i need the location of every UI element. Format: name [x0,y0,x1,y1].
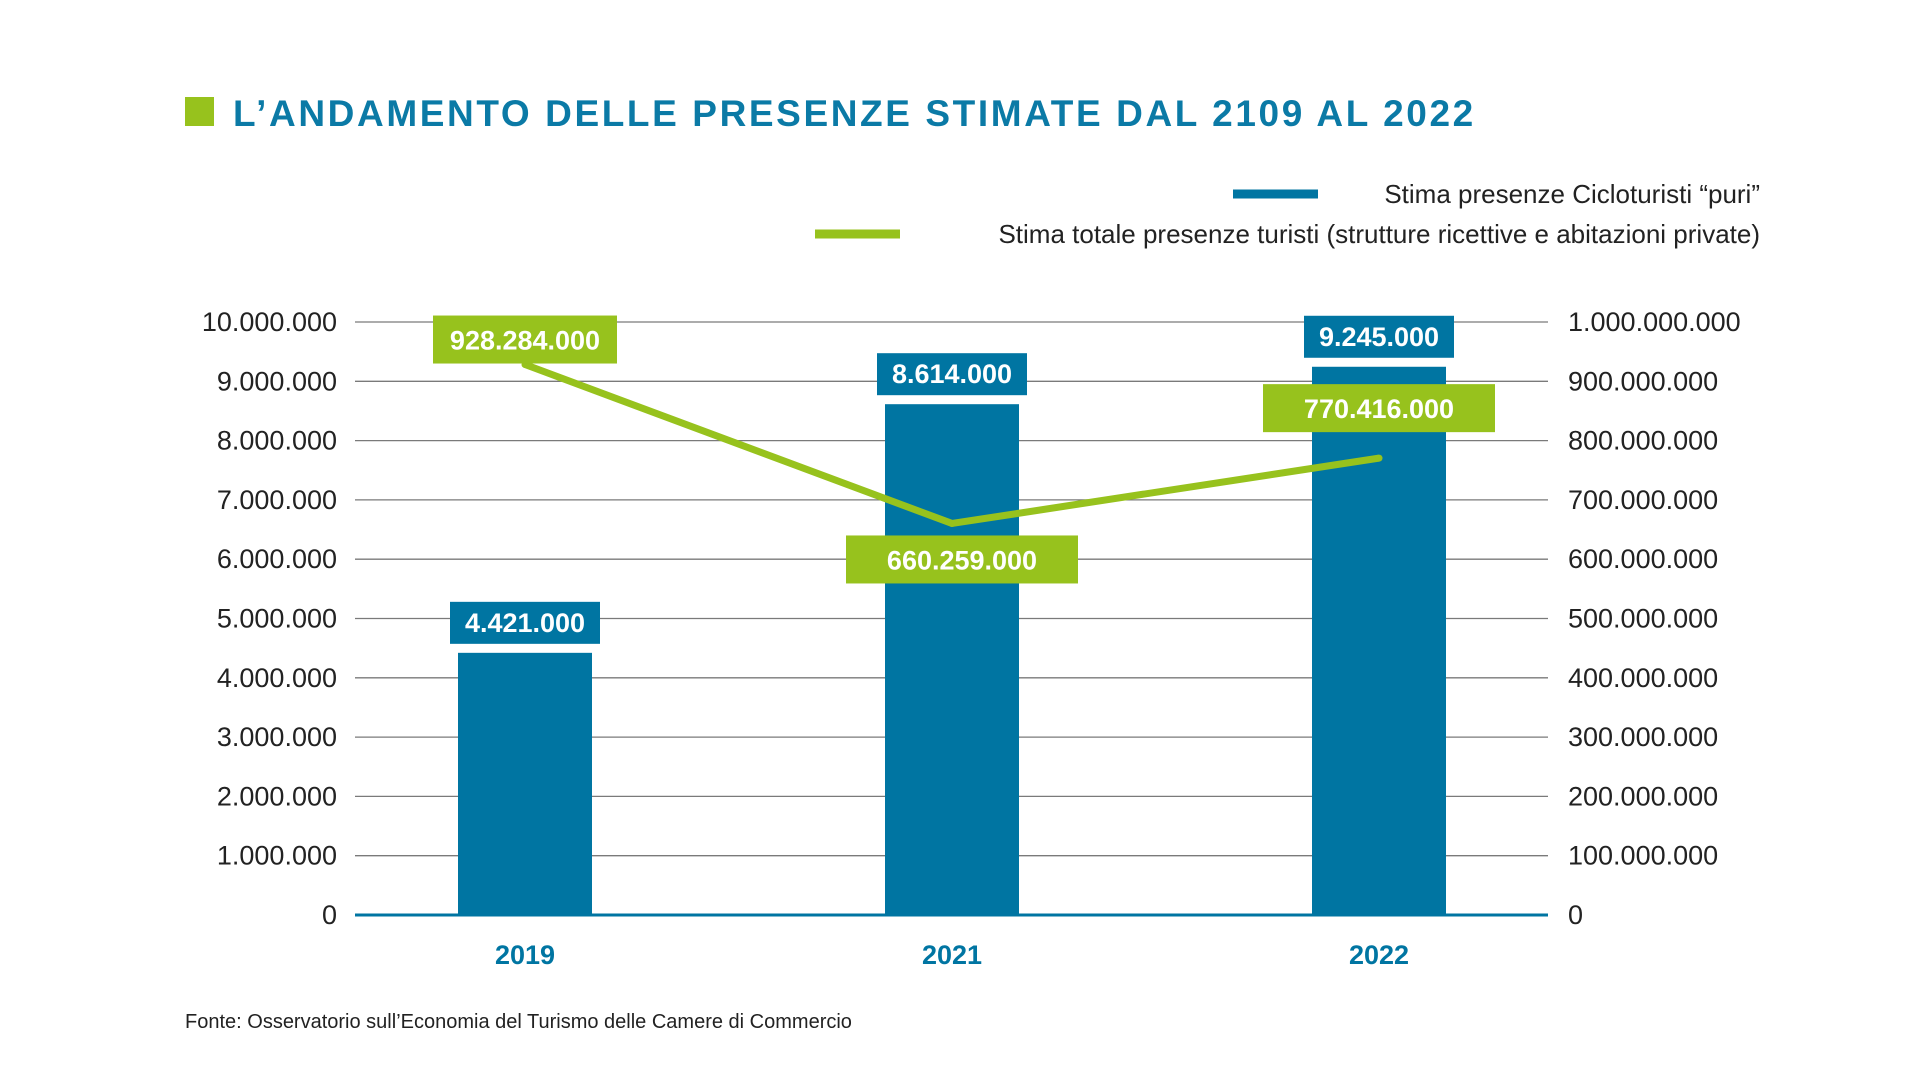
left-tick-label: 5.000.000 [217,604,337,634]
bar-value-label-box [1304,315,1454,358]
bar-series [458,366,1446,916]
right-tick-label: 300.000.000 [1568,722,1718,752]
right-tick-label: 200.000.000 [1568,781,1718,811]
left-tick-label: 1.000.000 [217,841,337,871]
bar-value-label: 9.245.000 [1319,322,1439,352]
chart-title: L’ANDAMENTO DELLE PRESENZE STIMATE DAL 2… [233,93,1476,134]
left-tick-label: 7.000.000 [217,485,337,515]
line-value-label-box [846,535,1078,584]
line-point [1375,454,1383,462]
line-value-label: 928.284.000 [450,326,600,356]
legend-label-line-series: Stima totale presenze turisti (strutture… [998,219,1760,249]
left-tick-label: 4.000.000 [217,663,337,693]
right-tick-label: 400.000.000 [1568,663,1718,693]
line-point [948,519,956,527]
left-tick-label: 0 [322,900,337,930]
legend-label-bar-series: Stima presenze Cicloturisti “puri” [1384,179,1760,209]
left-tick-label: 9.000.000 [217,366,337,396]
bar-value-label-box [877,353,1027,396]
line-value-label: 770.416.000 [1304,394,1454,424]
right-tick-label: 900.000.000 [1568,366,1718,396]
right-tick-label: 0 [1568,900,1583,930]
bar-value-label-box [450,601,600,644]
left-tick-label: 6.000.000 [217,544,337,574]
left-axis-ticks: 0 1.000.000 2.000.000 3.000.000 4.000.000 5.0… [202,307,337,930]
right-tick-label: 700.000.000 [1568,485,1718,515]
right-tick-label: 100.000.000 [1568,841,1718,871]
right-tick-label: 600.000.000 [1568,544,1718,574]
category-label: 2022 [1349,940,1409,970]
category-label: 2019 [495,940,555,970]
bar [1312,366,1446,916]
line-value-label-box [433,315,617,364]
title-marker [185,97,214,126]
line-value-label: 660.259.000 [887,545,1037,575]
source-note: Fonte: Osservatorio sull’Economia del Tu… [185,1011,852,1033]
right-tick-label: 500.000.000 [1568,604,1718,634]
right-tick-label: 1.000.000.000 [1568,307,1741,337]
left-tick-label: 2.000.000 [217,781,337,811]
left-tick-label: 10.000.000 [202,307,337,337]
line-value-label-box [1263,384,1495,433]
bar-value-label: 8.614.000 [892,359,1012,389]
data-labels: 4.421.000 8.614.000 9.245.000 928.284.000 66… [433,315,1495,644]
left-tick-label: 8.000.000 [217,426,337,456]
bar [458,652,592,915]
right-tick-label: 800.000.000 [1568,426,1718,456]
category-axis-labels: 2019 2021 2022 [495,940,1409,970]
bar-value-label: 4.421.000 [465,608,585,638]
category-label: 2021 [922,940,982,970]
right-axis-ticks: 0 100.000.000 200.000.000 300.000.000 400.00… [1568,307,1741,930]
left-tick-label: 3.000.000 [217,722,337,752]
bar [885,404,1019,915]
